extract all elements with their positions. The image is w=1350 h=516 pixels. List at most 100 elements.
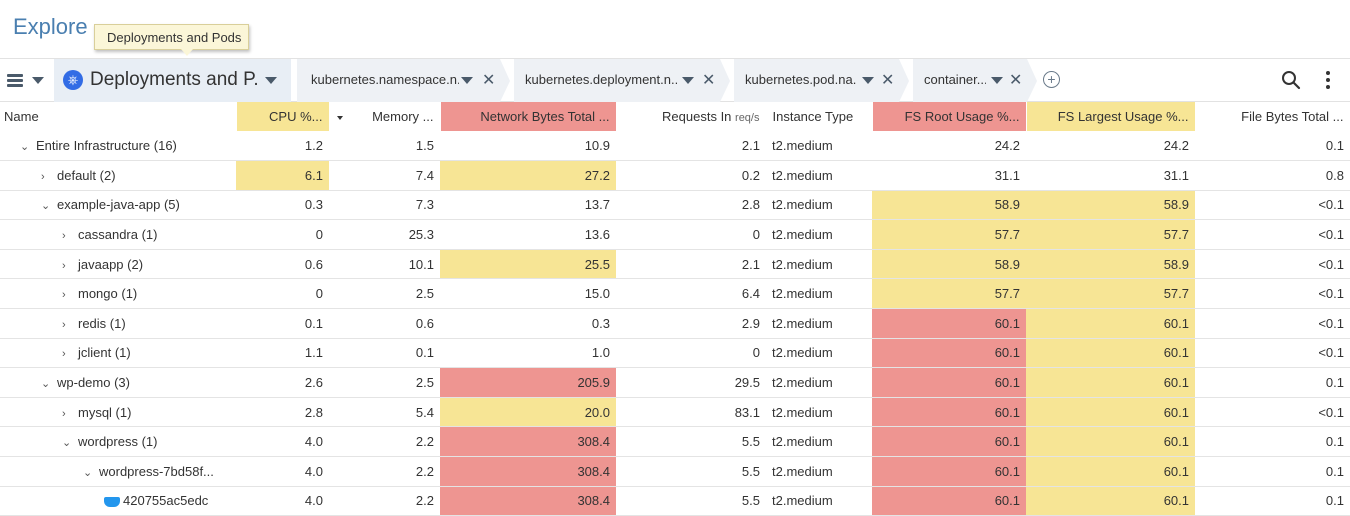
filter-label: kubernetes.pod.na... <box>745 72 857 87</box>
list-icon[interactable] <box>7 74 23 88</box>
chevron-down-icon[interactable]: ⌄ <box>62 437 72 450</box>
row-name-cell[interactable]: › default (2) <box>0 160 236 191</box>
column-header-fs-root[interactable]: FS Root Usage %... <box>872 102 1027 131</box>
row-name-cell[interactable]: › javaapp (2) <box>0 249 236 280</box>
row-name-cell[interactable]: ⌄ wordpress-7bd58f... <box>0 456 236 487</box>
table-row[interactable]: ⌄ wp-demo (3) 2.6 2.5 205.9 29.5 t2.medium 60.1… <box>0 367 1350 398</box>
fs-largest-cell: 57.7 <box>1026 219 1195 250</box>
column-header-cpu[interactable]: CPU %... <box>236 102 330 131</box>
table-row[interactable]: › cassandra (1) 0 25.3 13.6 0 t2.medium 57.7 57.… <box>0 219 1350 250</box>
column-header-file-bytes[interactable]: File Bytes Total ... <box>1195 102 1350 131</box>
chevron-right-icon[interactable]: › <box>41 170 45 183</box>
memory-cell: 2.5 <box>349 278 440 310</box>
table-row[interactable]: › default (2) 6.1 7.4 27.2 0.2 t2.medium 31.1 31… <box>0 160 1350 191</box>
row-name-cell[interactable]: › mysql (1) <box>0 397 236 428</box>
file-bytes-cell: <0.1 <box>1195 219 1350 250</box>
chevron-right-icon[interactable]: › <box>62 230 66 243</box>
table-row[interactable]: › mysql (1) 2.8 5.4 20.0 83.1 t2.medium 60.1 60.… <box>0 397 1350 428</box>
filter-separator <box>500 59 510 102</box>
column-header-requests[interactable]: Requests In req/s <box>616 102 767 131</box>
chevron-right-icon[interactable]: › <box>62 259 66 272</box>
chevron-down-icon[interactable]: ⌄ <box>20 141 30 154</box>
cpu-cell: 2.6 <box>236 367 329 398</box>
sort-caret-icon[interactable] <box>336 115 343 120</box>
table-row[interactable]: 420755ac5edc 4.0 2.2 308.4 5.5 t2.medium 60.1 6… <box>0 486 1350 516</box>
sort-toggle[interactable] <box>329 102 350 131</box>
column-header-name[interactable]: Name <box>0 102 237 131</box>
row-name-cell[interactable]: › mongo (1) <box>0 278 236 310</box>
spacer-cell <box>329 131 349 162</box>
row-name-cell[interactable]: › redis (1) <box>0 308 236 339</box>
chevron-down-icon[interactable] <box>461 77 473 84</box>
cpu-cell: 4.0 <box>236 456 329 487</box>
chevron-down-icon[interactable]: ⌄ <box>41 378 51 391</box>
memory-cell: 2.2 <box>349 426 440 458</box>
filter-separator <box>720 59 730 102</box>
kubernetes-icon: ⎈ <box>63 70 83 90</box>
network-cell: 205.9 <box>440 367 616 398</box>
fs-root-cell: 60.1 <box>872 486 1026 516</box>
instance-cell: t2.medium <box>766 219 872 250</box>
close-icon[interactable]: ✕ <box>482 72 496 89</box>
file-bytes-cell: 0.1 <box>1195 456 1350 487</box>
row-name-cell[interactable]: ⌄ example-java-app (5) <box>0 190 236 221</box>
fs-root-cell: 57.7 <box>872 219 1026 250</box>
fs-largest-cell: 60.1 <box>1026 367 1195 398</box>
row-name-cell[interactable]: › cassandra (1) <box>0 219 236 250</box>
chevron-right-icon[interactable]: › <box>62 318 66 331</box>
chevron-down-icon[interactable] <box>265 77 277 84</box>
instance-cell: t2.medium <box>766 278 872 310</box>
table-row[interactable]: › jclient (1) 1.1 0.1 1.0 0 t2.medium 60.1 60.1 <… <box>0 338 1350 369</box>
table-row[interactable]: ⌄ Entire Infrastructure (16) 1.2 1.5 10.9 2.1… <box>0 131 1350 162</box>
row-name: example-java-app (5) <box>57 197 180 213</box>
requests-label: Requests In <box>662 109 732 124</box>
close-icon[interactable]: ✕ <box>702 72 716 89</box>
chevron-down-icon[interactable] <box>862 77 874 84</box>
add-circle-icon[interactable]: + <box>1043 71 1060 88</box>
chevron-down-icon[interactable]: ⌄ <box>41 200 51 213</box>
close-icon[interactable]: ✕ <box>1009 72 1023 89</box>
memory-cell: 2.2 <box>349 456 440 487</box>
file-bytes-cell: <0.1 <box>1195 278 1350 310</box>
chevron-right-icon[interactable]: › <box>62 289 66 302</box>
column-header-memory[interactable]: Memory ... <box>349 102 441 131</box>
chevron-down-icon[interactable] <box>682 77 694 84</box>
file-bytes-cell: <0.1 <box>1195 249 1350 280</box>
table-row[interactable]: › mongo (1) 0 2.5 15.0 6.4 t2.medium 57.7 57.7 <0… <box>0 278 1350 310</box>
row-name-cell[interactable]: ⌄ wordpress (1) <box>0 426 236 458</box>
more-vertical-icon[interactable] <box>1326 71 1332 91</box>
filter-deployment[interactable]: kubernetes.deployment.n... ✕ <box>514 59 720 102</box>
chevron-down-icon[interactable]: ⌄ <box>83 466 93 479</box>
filter-pod[interactable]: kubernetes.pod.na... ✕ <box>734 59 899 102</box>
table-row[interactable]: › redis (1) 0.1 0.6 0.3 2.9 t2.medium 60.1 60.1 <… <box>0 308 1350 339</box>
filter-separator <box>899 59 909 102</box>
grouping-selector[interactable]: ⎈ Deployments and P... <box>54 59 291 102</box>
column-header-instance[interactable]: Instance Type <box>766 102 873 131</box>
row-name-cell[interactable]: ⌄ wp-demo (3) <box>0 367 236 398</box>
network-cell: 13.6 <box>440 219 616 250</box>
close-icon[interactable]: ✕ <box>881 72 895 89</box>
search-icon[interactable] <box>1281 70 1301 90</box>
chevron-down-icon[interactable] <box>32 77 44 84</box>
cpu-cell: 6.1 <box>236 160 329 191</box>
row-name-cell[interactable]: ⌄ Entire Infrastructure (16) <box>0 131 236 162</box>
row-name-cell[interactable]: › jclient (1) <box>0 338 236 369</box>
chevron-right-icon[interactable]: › <box>62 407 66 420</box>
filter-namespace[interactable]: kubernetes.namespace.n... ✕ <box>297 59 500 102</box>
fs-root-cell: 60.1 <box>872 338 1026 369</box>
chevron-down-icon[interactable] <box>991 77 1003 84</box>
table-row[interactable]: › javaapp (2) 0.6 10.1 25.5 2.1 t2.medium 58.9 5… <box>0 249 1350 280</box>
cpu-cell: 0.1 <box>236 308 329 339</box>
filter-container[interactable]: container... ✕ <box>913 59 1027 102</box>
fs-largest-cell: 24.2 <box>1026 131 1195 162</box>
chevron-right-icon[interactable]: › <box>62 348 66 361</box>
table-row[interactable]: ⌄ example-java-app (5) 0.3 7.3 13.7 2.8 t2.med… <box>0 190 1350 221</box>
file-bytes-cell: 0.1 <box>1195 486 1350 516</box>
table-row[interactable]: ⌄ wordpress (1) 4.0 2.2 308.4 5.5 t2.medium 60.… <box>0 426 1350 458</box>
column-header-network[interactable]: Network Bytes Total ... <box>440 102 617 131</box>
table-row[interactable]: ⌄ wordpress-7bd58f... 4.0 2.2 308.4 5.5 t2.med… <box>0 456 1350 487</box>
requests-cell: 29.5 <box>616 367 766 398</box>
row-name-cell[interactable]: 420755ac5edc <box>0 486 236 516</box>
fs-root-cell: 60.1 <box>872 367 1026 398</box>
column-header-fs-largest[interactable]: FS Largest Usage %... <box>1026 102 1196 131</box>
